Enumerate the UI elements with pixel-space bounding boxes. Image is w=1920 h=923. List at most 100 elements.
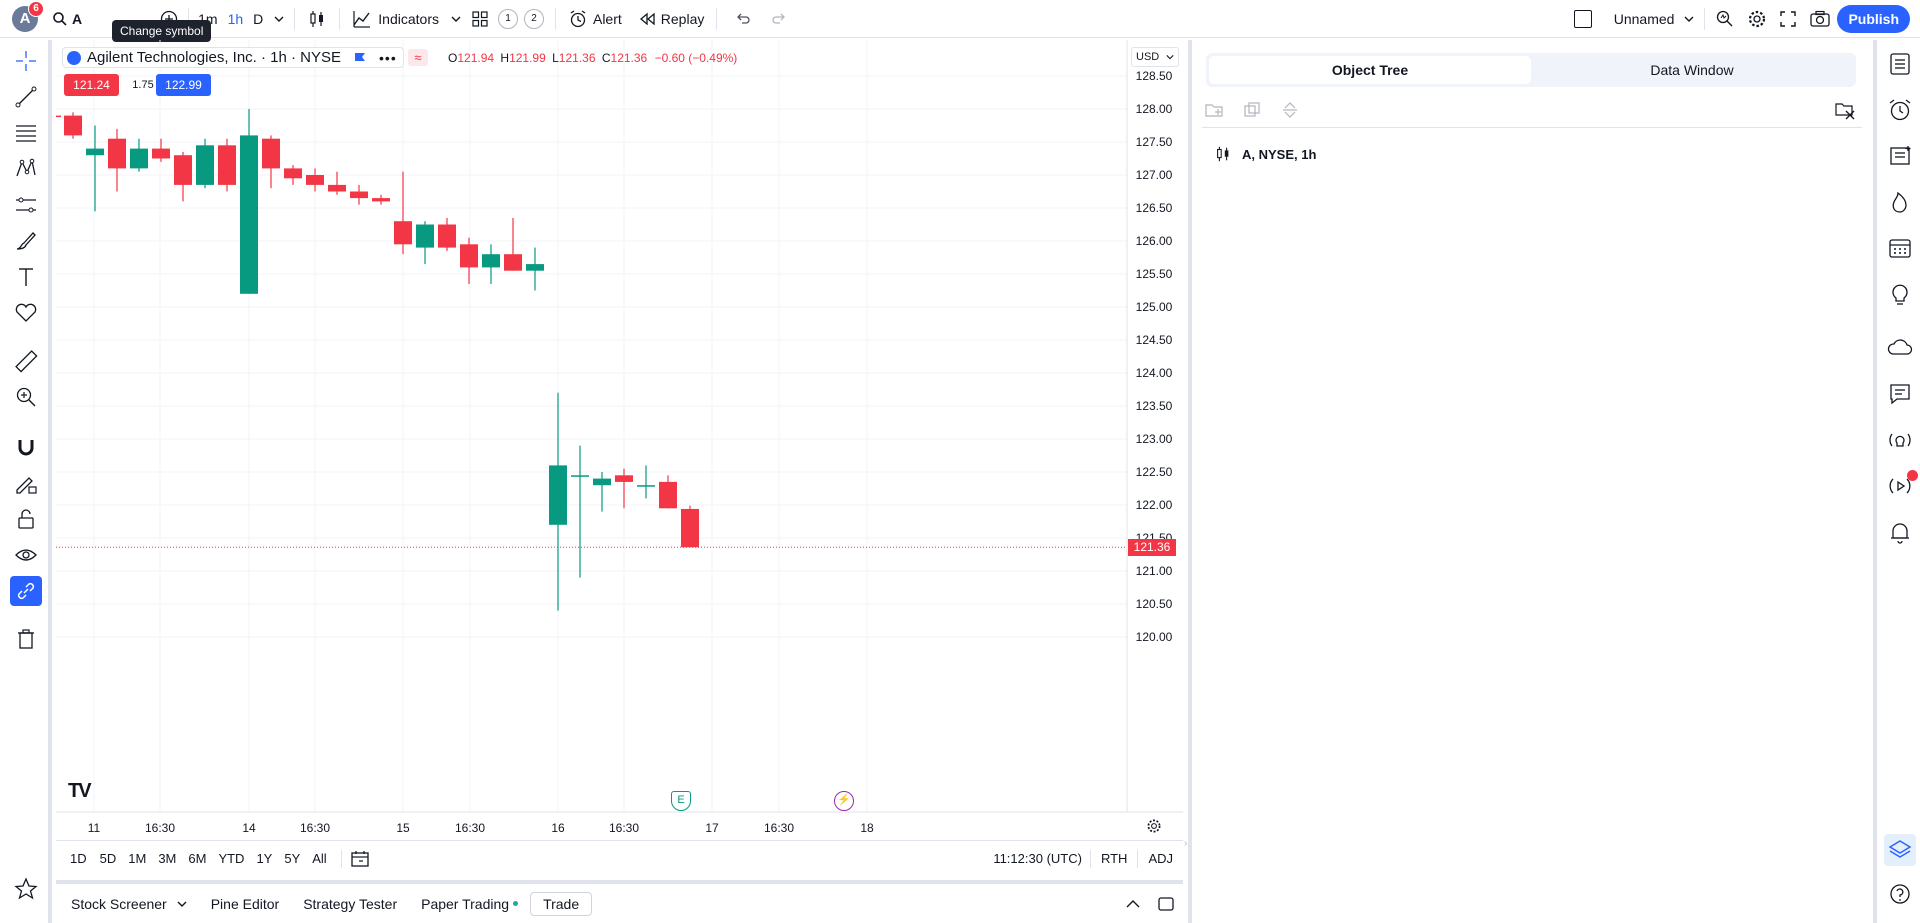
candle bbox=[571, 445, 589, 578]
earnings-marker-icon[interactable]: E bbox=[671, 791, 691, 811]
ideas-button[interactable] bbox=[1884, 278, 1916, 310]
magnet-tool[interactable] bbox=[10, 432, 42, 462]
zoom-tool[interactable] bbox=[10, 382, 42, 412]
dividend-marker-icon[interactable]: ⚡ bbox=[834, 791, 854, 811]
snapshot-button[interactable] bbox=[1803, 0, 1837, 38]
currency-select[interactable]: USD bbox=[1131, 47, 1179, 67]
favorites-tool[interactable] bbox=[10, 874, 42, 904]
expand-panel-button[interactable] bbox=[1117, 896, 1149, 912]
chart-pane[interactable]: 128.50 128.00 127.50 127.00 126.50 126.00 125.… bbox=[56, 40, 1183, 876]
range-5y[interactable]: 5Y bbox=[284, 851, 301, 866]
close-value: 121.36 bbox=[610, 51, 648, 65]
measure-tool[interactable] bbox=[10, 346, 42, 376]
indicators-button[interactable]: Indicators bbox=[344, 0, 447, 38]
forecasting-tool[interactable] bbox=[10, 190, 42, 220]
object-tree-button[interactable] bbox=[1884, 834, 1916, 866]
hotlists-button[interactable] bbox=[1884, 186, 1916, 218]
indicator-toggle[interactable]: ≈ bbox=[408, 49, 428, 66]
tab-trade[interactable]: Trade bbox=[530, 891, 593, 916]
ask-price[interactable]: 122.99 bbox=[156, 74, 211, 96]
interval-1h[interactable]: 1h bbox=[223, 0, 249, 38]
tree-item-main-series[interactable]: A, NYSE, 1h bbox=[1214, 143, 1316, 165]
fib-tool[interactable] bbox=[10, 118, 42, 148]
candle bbox=[284, 165, 302, 185]
symbol-legend[interactable]: Agilent Technologies, Inc. · 1h · NYSE •… bbox=[62, 47, 404, 68]
hide-drawings-tool[interactable] bbox=[10, 540, 42, 570]
live-streams-button[interactable] bbox=[1884, 470, 1918, 502]
candle bbox=[659, 475, 677, 509]
remove-drawings-tool[interactable] bbox=[10, 624, 42, 654]
layout-name-button[interactable]: Unnamed bbox=[1568, 0, 1701, 38]
flag-icon[interactable] bbox=[353, 51, 367, 65]
candles-layer bbox=[56, 109, 699, 611]
layouts-button[interactable] bbox=[465, 0, 495, 38]
quick-search-button[interactable] bbox=[1709, 0, 1741, 38]
tab-stock-screener[interactable]: Stock Screener bbox=[56, 896, 199, 912]
go-to-date-icon[interactable] bbox=[350, 849, 370, 869]
interval-dropdown[interactable] bbox=[268, 0, 290, 38]
pattern-tool[interactable] bbox=[10, 154, 42, 184]
range-3m[interactable]: 3M bbox=[158, 851, 177, 866]
layout-1-button[interactable]: 1 bbox=[497, 8, 518, 29]
fullscreen-button[interactable] bbox=[1773, 0, 1803, 38]
publish-button[interactable]: Publish bbox=[1837, 4, 1910, 33]
stay-drawing-tool[interactable] bbox=[10, 468, 42, 498]
redo-button[interactable] bbox=[765, 0, 793, 38]
new-folder-icon[interactable] bbox=[1204, 100, 1224, 120]
tradingview-logo[interactable]: TV bbox=[68, 780, 92, 802]
clone-icon[interactable] bbox=[1242, 100, 1262, 120]
range-1y[interactable]: 1Y bbox=[256, 851, 273, 866]
bid-price[interactable]: 121.24 bbox=[64, 74, 119, 96]
price-chart[interactable]: 128.50 128.00 127.50 127.00 126.50 126.00 125.… bbox=[56, 40, 1183, 876]
interval-d[interactable]: D bbox=[248, 0, 268, 38]
chats-button[interactable] bbox=[1884, 378, 1916, 410]
tab-data-window[interactable]: Data Window bbox=[1650, 62, 1734, 78]
alert-button[interactable]: Alert bbox=[560, 0, 630, 38]
symbol-search-button[interactable]: A bbox=[50, 0, 90, 38]
range-all[interactable]: All bbox=[312, 851, 327, 866]
tab-object-tree[interactable]: Object Tree bbox=[1209, 56, 1531, 84]
range-1m[interactable]: 1M bbox=[128, 851, 147, 866]
streams-button[interactable] bbox=[1884, 332, 1916, 364]
panel-collapse-handle[interactable]: › bbox=[1184, 838, 1188, 849]
brush-tool[interactable] bbox=[10, 226, 42, 256]
range-ytd[interactable]: YTD bbox=[218, 851, 245, 866]
order-icon[interactable] bbox=[1280, 100, 1300, 120]
range-1d[interactable]: 1D bbox=[70, 851, 87, 866]
clock[interactable]: 11:12:30 (UTC) bbox=[993, 851, 1082, 866]
range-6m[interactable]: 6M bbox=[188, 851, 207, 866]
tab-pine-editor[interactable]: Pine Editor bbox=[199, 896, 291, 912]
watchlist-button[interactable] bbox=[1884, 48, 1916, 80]
more-options-icon[interactable]: ••• bbox=[379, 49, 397, 66]
range-5d[interactable]: 5D bbox=[99, 851, 117, 866]
indicators-dropdown[interactable] bbox=[447, 0, 465, 38]
help-button[interactable] bbox=[1884, 878, 1916, 910]
layout-2-button[interactable]: 2 bbox=[523, 8, 544, 29]
session-toggle[interactable]: RTH bbox=[1100, 851, 1128, 866]
calendar-button[interactable] bbox=[1884, 232, 1916, 264]
sync-drawings-tool[interactable] bbox=[10, 576, 42, 606]
manage-folders-icon[interactable] bbox=[1834, 100, 1856, 120]
maximize-panel-button[interactable] bbox=[1149, 895, 1183, 913]
user-avatar[interactable]: A 6 bbox=[12, 0, 44, 32]
divider bbox=[716, 7, 718, 30]
chart-type-button[interactable] bbox=[299, 0, 335, 38]
tab-paper-trading[interactable]: Paper Trading bbox=[409, 896, 530, 912]
trend-line-tool[interactable] bbox=[10, 82, 42, 112]
news-icon bbox=[1890, 146, 1911, 165]
news-button[interactable] bbox=[1884, 140, 1916, 172]
time-tick-label: 14 bbox=[242, 821, 256, 835]
lock-drawings-tool[interactable] bbox=[10, 504, 42, 534]
settings-button[interactable] bbox=[1741, 0, 1773, 38]
idea-streams-button[interactable] bbox=[1884, 424, 1916, 456]
crosshair-tool[interactable] bbox=[10, 46, 42, 76]
replay-button[interactable]: Replay bbox=[630, 0, 713, 38]
adjust-toggle[interactable]: ADJ bbox=[1148, 851, 1173, 866]
tab-strategy-tester[interactable]: Strategy Tester bbox=[291, 896, 409, 912]
text-tool[interactable] bbox=[10, 262, 42, 292]
icon-tool[interactable] bbox=[10, 298, 42, 328]
axis-settings-button[interactable] bbox=[1146, 818, 1162, 834]
alerts-button[interactable] bbox=[1884, 94, 1916, 126]
undo-button[interactable] bbox=[721, 0, 765, 38]
notifications-button[interactable] bbox=[1884, 516, 1916, 548]
